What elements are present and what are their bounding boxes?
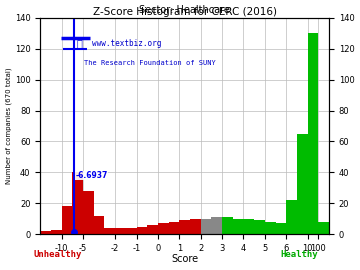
Text: Sector: Healthcare: Sector: Healthcare	[139, 5, 230, 15]
Bar	[275, 224, 286, 234]
Bar	[190, 219, 201, 234]
Text: The Research Foundation of SUNY: The Research Foundation of SUNY	[84, 60, 215, 66]
Text: Healthy: Healthy	[280, 250, 318, 259]
X-axis label: Score: Score	[171, 254, 198, 264]
Bar	[254, 220, 265, 234]
Bar	[94, 216, 104, 234]
Bar	[115, 228, 126, 234]
Bar	[233, 219, 243, 234]
Bar	[72, 173, 83, 234]
Bar	[51, 230, 62, 234]
Text: Unhealthy: Unhealthy	[33, 250, 82, 259]
Bar	[211, 217, 222, 234]
Bar	[62, 207, 72, 234]
Title: Z-Score Histogram for CERC (2016): Z-Score Histogram for CERC (2016)	[93, 7, 276, 17]
Bar	[158, 224, 168, 234]
Bar	[201, 219, 211, 234]
Bar	[83, 191, 94, 234]
Bar	[265, 222, 275, 234]
Bar	[286, 200, 297, 234]
Text: ⓘ: ⓘ	[76, 39, 82, 49]
Bar	[243, 219, 254, 234]
Bar	[126, 228, 136, 234]
Bar	[307, 33, 318, 234]
Bar	[168, 222, 179, 234]
Bar	[318, 222, 329, 234]
Bar	[179, 220, 190, 234]
Bar	[104, 228, 115, 234]
Bar	[297, 134, 307, 234]
Bar	[40, 231, 51, 234]
Bar	[147, 225, 158, 234]
Text: www.textbiz.org: www.textbiz.org	[92, 39, 162, 48]
Y-axis label: Number of companies (670 total): Number of companies (670 total)	[5, 68, 12, 184]
Text: -6.6937: -6.6937	[76, 171, 108, 180]
Bar	[136, 227, 147, 234]
Bar	[222, 217, 233, 234]
